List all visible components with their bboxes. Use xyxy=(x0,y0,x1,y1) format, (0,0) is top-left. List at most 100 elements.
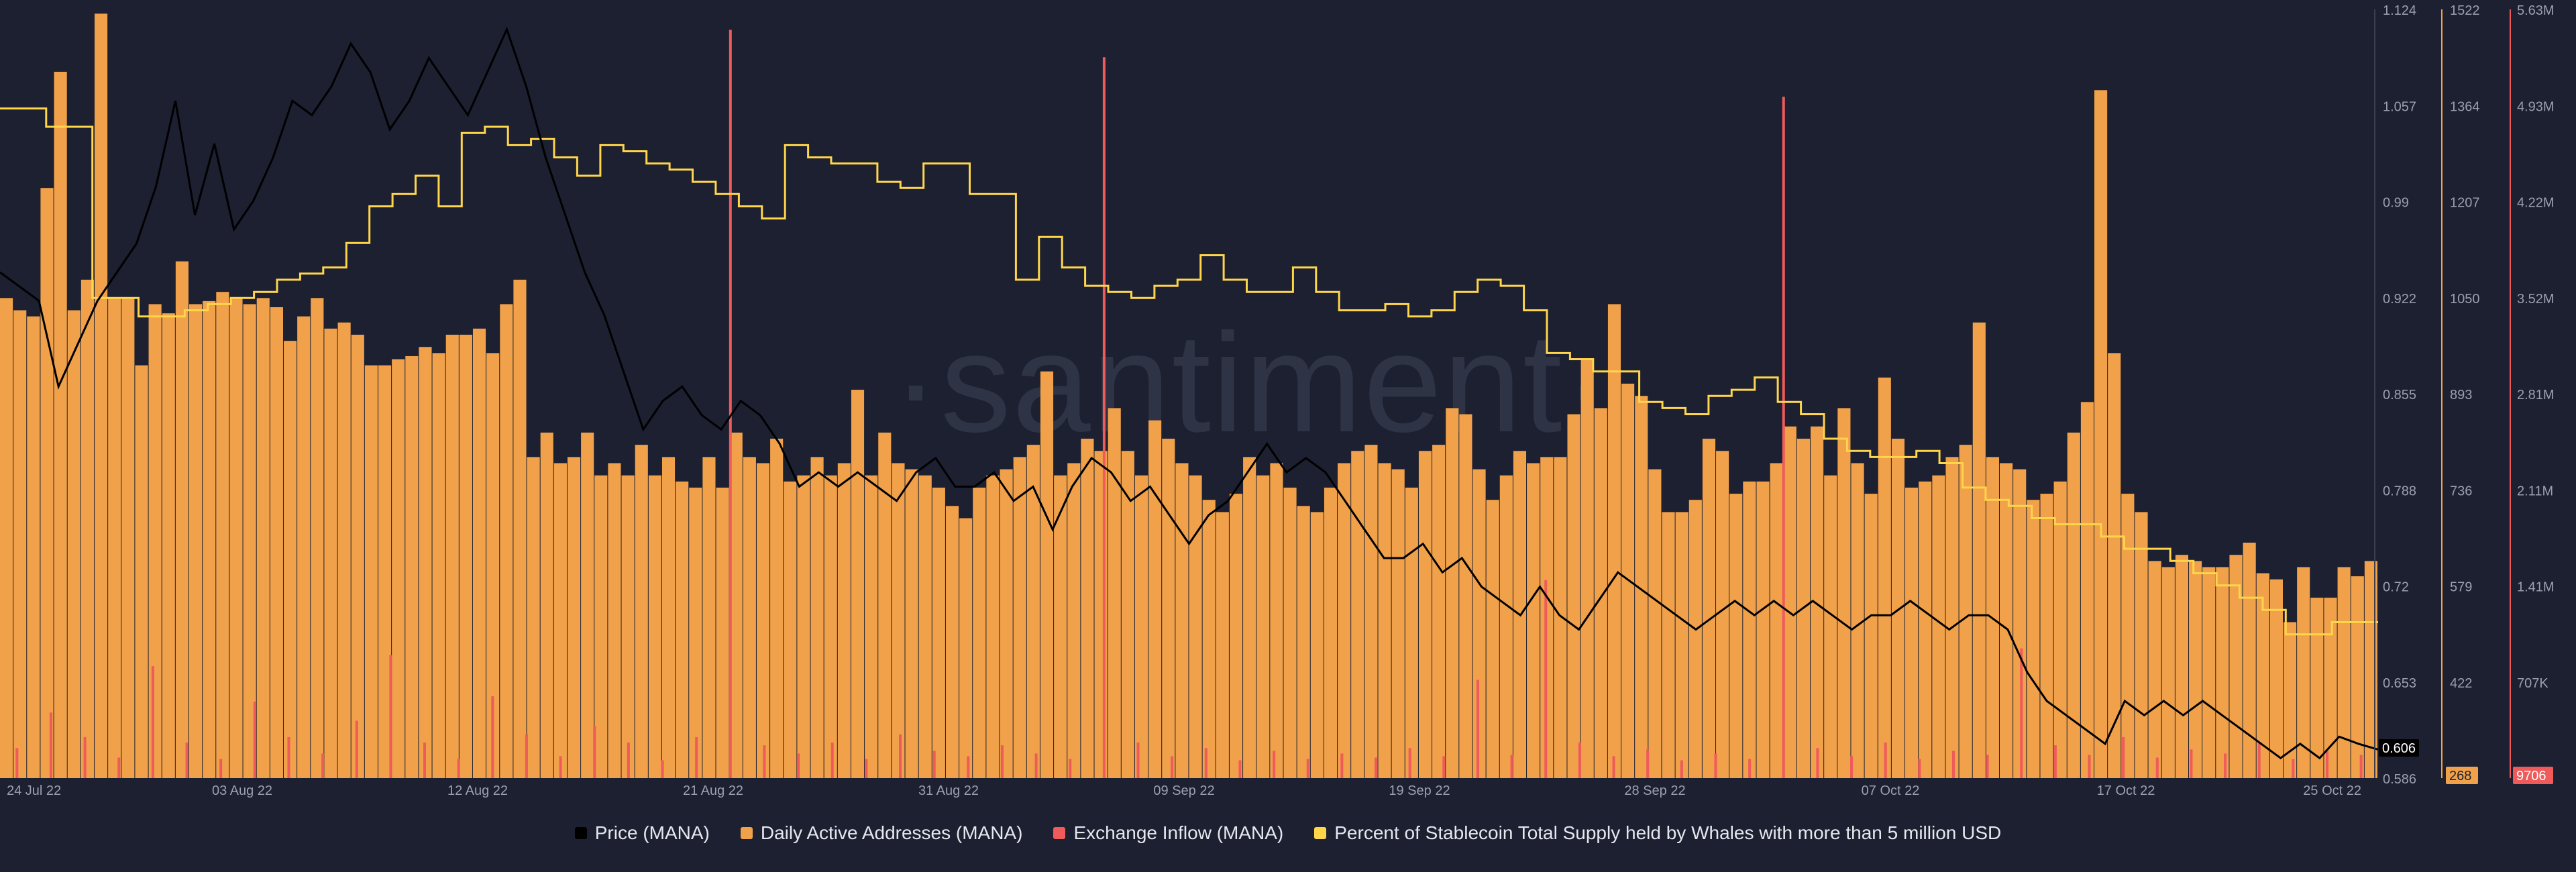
daa-bar xyxy=(2175,555,2189,778)
daa-bar xyxy=(918,475,932,778)
daa-bar xyxy=(905,469,918,778)
legend-item-stablecoin[interactable]: Percent of Stablecoin Total Supply held … xyxy=(1314,822,2001,844)
daa-bar xyxy=(216,292,229,778)
daa-bar xyxy=(378,365,392,778)
daa-bar xyxy=(1446,408,1459,778)
daa-bar xyxy=(567,457,581,778)
daa-bar xyxy=(405,356,419,778)
price-tick: 1.124 xyxy=(2383,3,2416,18)
daa-bar xyxy=(2040,494,2053,778)
daa-bar xyxy=(2080,402,2094,778)
daa-bar xyxy=(1121,451,1134,778)
x-tick: 24 Jul 22 xyxy=(7,783,61,798)
daa-bar xyxy=(2310,598,2324,778)
daa-tick: 422 xyxy=(2450,676,2472,691)
daa-bar xyxy=(1959,445,1972,778)
daa-bar xyxy=(2094,90,2108,779)
daa-bar xyxy=(108,298,121,778)
daa-bar xyxy=(1580,359,1594,778)
daa-bar xyxy=(500,304,513,778)
daa-bar xyxy=(1391,469,1405,778)
daa-tick: 736 xyxy=(2450,484,2472,498)
legend-label-stablecoin: Percent of Stablecoin Total Supply held … xyxy=(1334,822,2002,843)
price-tick: 0.72 xyxy=(2383,580,2409,595)
price-line-path xyxy=(0,26,2379,760)
x-tick: 31 Aug 22 xyxy=(918,783,979,798)
daa-bar xyxy=(2202,567,2216,778)
daa-bar xyxy=(513,279,527,779)
legend-item-price[interactable]: Price (MANA) xyxy=(574,822,710,844)
x-tick: 09 Sep 22 xyxy=(1153,783,1214,798)
daa-bar xyxy=(540,432,553,778)
daa-bar xyxy=(784,481,797,778)
x-tick: 21 Aug 22 xyxy=(683,783,743,798)
daa-bar xyxy=(1783,426,1796,778)
legend-item-inflow[interactable]: Exchange Inflow (MANA) xyxy=(1053,822,1283,844)
daa-bar xyxy=(2243,543,2256,778)
daa-bar xyxy=(1175,463,1189,778)
daa-bar xyxy=(2216,567,2229,778)
daa-bar xyxy=(1351,451,1364,778)
legend-swatch-stablecoin xyxy=(1314,827,1327,839)
daa-bar xyxy=(121,298,135,778)
daa-bar xyxy=(1662,512,1675,778)
daa-bar xyxy=(1026,445,1040,778)
daa-bar xyxy=(1432,445,1446,778)
daa-tick: 1522 xyxy=(2450,3,2480,18)
santiment-watermark: ·santiment· xyxy=(892,304,1612,461)
daa-bar xyxy=(364,365,378,778)
price-tick: 0.653 xyxy=(2383,676,2416,691)
daa-bar xyxy=(459,335,472,778)
daa-bar xyxy=(1554,457,1567,778)
daa-bar xyxy=(1108,408,1121,778)
daa-bar xyxy=(932,487,945,778)
daa-bar xyxy=(256,298,270,778)
daa-bar xyxy=(270,307,283,778)
daa-bar xyxy=(973,487,986,778)
daa-bar xyxy=(1716,451,1729,778)
daa-bar xyxy=(1729,494,1743,778)
daa-bar xyxy=(148,304,162,778)
daa-bar xyxy=(608,463,621,778)
daa-bar xyxy=(1635,396,1648,778)
inflow-tick: 2.81M xyxy=(2517,388,2555,402)
daa-bar xyxy=(1811,426,1824,778)
daa-bar xyxy=(1675,512,1688,778)
daa-bar xyxy=(1297,506,1310,778)
daa-bar xyxy=(635,445,648,778)
daa-bar xyxy=(1972,322,1986,778)
daa-bar xyxy=(2000,463,2013,778)
stablecoin-line xyxy=(0,107,2378,636)
stablecoin-step-line xyxy=(0,107,2378,636)
x-tick: 28 Sep 22 xyxy=(1624,783,1685,798)
inflow-tick: 4.22M xyxy=(2517,196,2555,211)
daa-bar xyxy=(1499,475,1513,778)
x-tick: 19 Sep 22 xyxy=(1389,783,1450,798)
daa-bar xyxy=(756,463,770,778)
daa-bar xyxy=(1040,371,1054,778)
daa-bar xyxy=(1905,487,1919,778)
daa-bar xyxy=(1891,439,1905,778)
daa-bar xyxy=(594,475,608,778)
daa-tick: 1364 xyxy=(2450,99,2480,114)
daa-tick: 1207 xyxy=(2450,196,2480,211)
daa-bar xyxy=(175,261,189,778)
daa-bar xyxy=(324,328,337,778)
x-tick: 25 Oct 22 xyxy=(2303,783,2361,798)
legend-item-daa[interactable]: Daily Active Addresses (MANA) xyxy=(740,822,1022,844)
price-tick: 0.586 xyxy=(2383,772,2416,787)
daa-bar xyxy=(1162,439,1175,778)
daa-bar xyxy=(1216,512,1229,778)
daa-tick: 893 xyxy=(2450,388,2472,402)
daa-bar xyxy=(837,463,851,778)
daa-bar xyxy=(1405,487,1418,778)
x-tick: 17 Oct 22 xyxy=(2097,783,2155,798)
daa-bar xyxy=(1756,481,1770,778)
inflow-tick: 1.41M xyxy=(2517,580,2555,595)
daa-bar xyxy=(797,475,810,778)
inflow-tick: 4.93M xyxy=(2517,99,2555,114)
daa-bar xyxy=(1338,463,1351,778)
daa-current-badge-bg xyxy=(2446,767,2478,784)
daa-bar xyxy=(135,365,148,778)
